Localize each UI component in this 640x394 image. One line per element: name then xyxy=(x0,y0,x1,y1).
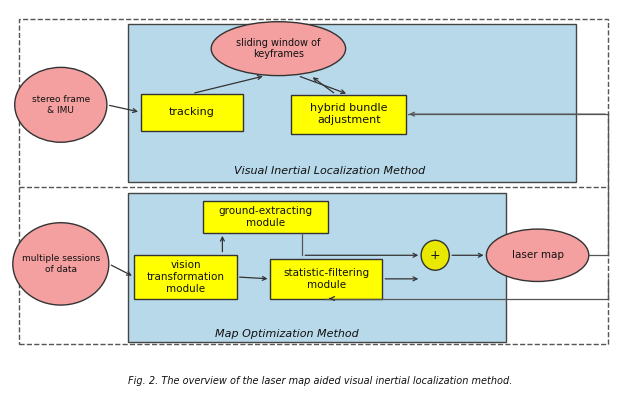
FancyBboxPatch shape xyxy=(141,94,243,131)
Text: +: + xyxy=(430,249,440,262)
Text: Map Optimization Method: Map Optimization Method xyxy=(214,329,358,339)
Text: statistic-filtering
module: statistic-filtering module xyxy=(284,268,369,290)
FancyBboxPatch shape xyxy=(270,259,383,299)
Ellipse shape xyxy=(421,240,449,270)
Text: laser map: laser map xyxy=(511,250,564,260)
FancyBboxPatch shape xyxy=(128,193,506,342)
Text: sliding window of
keyframes: sliding window of keyframes xyxy=(236,38,321,59)
FancyBboxPatch shape xyxy=(128,24,576,182)
Ellipse shape xyxy=(486,229,589,281)
Text: multiple sessions
of data: multiple sessions of data xyxy=(22,254,100,273)
FancyBboxPatch shape xyxy=(204,201,328,233)
Text: Visual Inertial Localization Method: Visual Inertial Localization Method xyxy=(234,166,425,176)
Ellipse shape xyxy=(13,223,109,305)
Text: hybrid bundle
adjustment: hybrid bundle adjustment xyxy=(310,103,388,125)
Text: stereo frame
& IMU: stereo frame & IMU xyxy=(31,95,90,115)
Ellipse shape xyxy=(211,22,346,76)
FancyBboxPatch shape xyxy=(134,255,237,299)
Ellipse shape xyxy=(15,67,107,142)
FancyBboxPatch shape xyxy=(291,95,406,134)
Text: Fig. 2. The overview of the laser map aided visual inertial localization method.: Fig. 2. The overview of the laser map ai… xyxy=(128,376,512,386)
Text: vision
transformation
module: vision transformation module xyxy=(147,260,225,294)
Text: ground-extracting
module: ground-extracting module xyxy=(218,206,313,228)
Text: tracking: tracking xyxy=(169,107,215,117)
